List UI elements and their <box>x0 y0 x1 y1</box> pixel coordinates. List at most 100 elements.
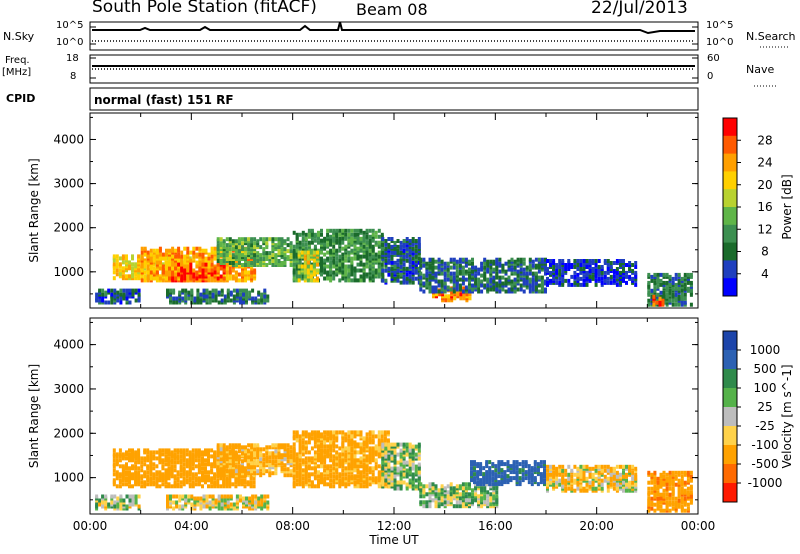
heatmap-cell <box>167 466 171 471</box>
heatmap-cell <box>600 280 604 285</box>
heatmap-cell <box>528 257 532 262</box>
heatmap-cell <box>204 268 208 273</box>
heatmap-cell <box>458 263 462 268</box>
heatmap-cell <box>674 302 678 307</box>
heatmap-cell <box>234 263 238 267</box>
heatmap-cell <box>570 486 574 491</box>
heatmap-cell <box>576 466 580 471</box>
heatmap-cell <box>180 278 184 283</box>
heatmap-cell <box>573 270 577 275</box>
heatmap-cell <box>380 266 384 271</box>
heatmap-cell <box>320 268 323 273</box>
heatmap-cell <box>458 504 462 509</box>
heatmap-cell <box>480 504 484 509</box>
heatmap-cell <box>399 280 403 285</box>
heatmap-cell <box>207 276 211 281</box>
heatmap-cell <box>204 466 207 471</box>
heatmap-cell <box>368 276 372 281</box>
heatmap-cell <box>519 257 523 262</box>
heatmap-cell <box>152 268 156 273</box>
heatmap-cell <box>497 460 501 465</box>
heatmap-cell <box>307 464 311 469</box>
heatmap-cell <box>419 279 423 284</box>
heatmap-cell <box>356 236 360 241</box>
heatmap-cell <box>329 482 333 487</box>
heatmap-cell <box>558 270 562 275</box>
heatmap-cell <box>552 259 556 263</box>
heatmap-cell <box>438 292 442 297</box>
heatmap-cell <box>405 442 409 447</box>
heatmap-cell <box>549 480 552 485</box>
heatmap-cell <box>146 482 150 487</box>
heatmap-cell <box>112 472 116 477</box>
heatmap-cell <box>405 452 409 457</box>
heatmap-cell <box>531 283 535 288</box>
heatmap-cell <box>180 274 184 279</box>
heatmap-cell <box>115 272 119 277</box>
heatmap-cell <box>582 274 586 279</box>
heatmap-cell <box>101 288 105 293</box>
heatmap-cell <box>338 430 342 435</box>
heatmap-cell <box>399 458 403 463</box>
heatmap-cell <box>359 228 363 233</box>
heatmap-cell <box>411 462 415 467</box>
heatmap-cell <box>444 294 448 299</box>
heatmap-cell <box>362 244 366 249</box>
heatmap-cell <box>594 278 598 283</box>
heatmap-cell <box>594 263 598 267</box>
heatmap-cell <box>588 259 592 263</box>
heatmap-cell <box>298 232 302 237</box>
heatmap-cell <box>241 241 244 246</box>
heatmap-cell <box>192 250 196 255</box>
heatmap-cell <box>414 468 418 473</box>
heatmap-cell <box>128 300 132 305</box>
heatmap-cell <box>326 482 330 487</box>
heatmap-cell <box>216 243 220 248</box>
heatmap-cell <box>509 470 513 475</box>
heatmap-cell <box>353 228 357 233</box>
heatmap-cell <box>428 263 432 268</box>
heatmap-cell <box>292 230 296 235</box>
heatmap-cell <box>125 456 128 461</box>
heatmap-cell <box>576 480 580 485</box>
heatmap-cell <box>387 484 391 489</box>
heatmap-cell <box>247 443 251 448</box>
heatmap-cell <box>647 290 651 295</box>
heatmap-cell <box>174 266 178 271</box>
heatmap-cell <box>519 283 523 288</box>
heatmap-cell <box>312 272 316 277</box>
heatmap-cell <box>522 257 526 262</box>
heatmap-cell <box>165 260 168 265</box>
heatmap-cell <box>374 464 378 469</box>
heatmap-cell <box>173 464 177 469</box>
heatmap-cell <box>280 461 284 466</box>
heatmap-cell <box>216 465 220 470</box>
heatmap-cell <box>486 498 490 503</box>
heatmap-cell <box>507 287 511 292</box>
heatmap-cell <box>329 472 333 477</box>
heatmap-cell <box>198 252 202 257</box>
heatmap-cell <box>393 264 397 269</box>
heatmap-cell <box>166 288 169 293</box>
heatmap-cell <box>374 268 378 273</box>
heatmap-cell <box>338 254 342 259</box>
heatmap-cell <box>558 478 562 483</box>
heatmap-cell <box>220 298 224 303</box>
heatmap-cell <box>222 473 226 478</box>
heatmap-cell <box>350 438 354 443</box>
heatmap-cell <box>312 262 316 267</box>
heatmap-cell <box>257 298 261 303</box>
heatmap-cell <box>464 269 468 274</box>
heatmap-cell <box>576 259 580 263</box>
heatmap-cell <box>544 271 547 276</box>
heatmap-cell <box>344 244 348 249</box>
heatmap-cell <box>653 272 657 277</box>
heatmap-cell <box>326 436 330 441</box>
heatmap-cell <box>237 460 241 465</box>
heatmap-cell <box>295 482 299 487</box>
heatmap-cell <box>350 228 354 233</box>
heatmap-cell <box>665 280 669 285</box>
heatmap-cell <box>297 278 301 283</box>
heatmap-cell <box>231 443 235 448</box>
heatmap-cell <box>539 460 543 465</box>
